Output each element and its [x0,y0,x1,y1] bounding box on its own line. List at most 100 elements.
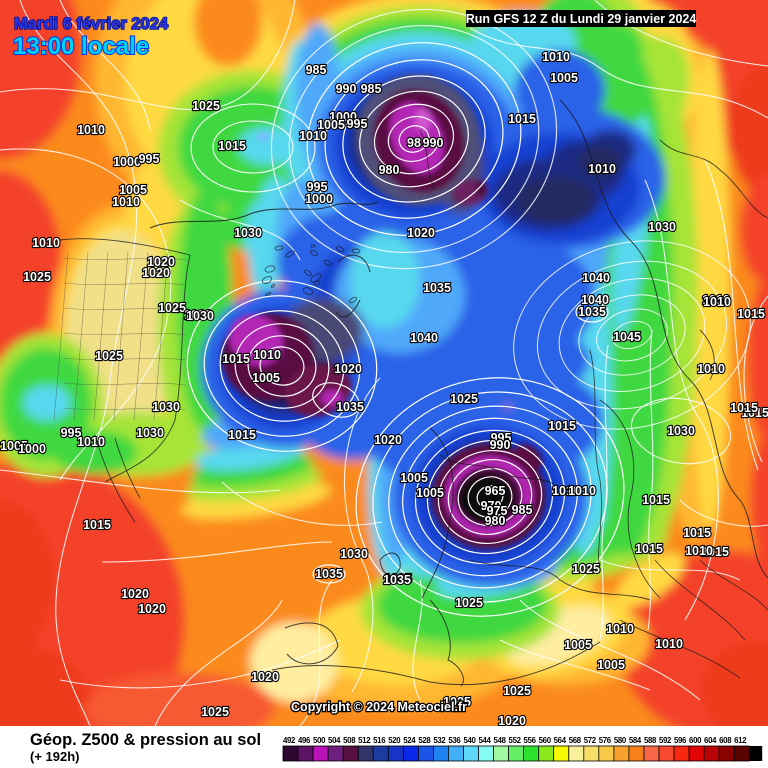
svg-text:1015: 1015 [228,428,256,442]
svg-text:492: 492 [283,736,296,745]
svg-text:1000: 1000 [329,110,357,124]
svg-text:1020: 1020 [498,714,526,728]
svg-text:1010: 1010 [655,637,683,651]
svg-text:540: 540 [463,736,476,745]
svg-text:584: 584 [629,736,642,745]
svg-text:1025: 1025 [443,695,471,709]
svg-text:Copyright © 2024 Meteociel.fr: Copyright © 2024 Meteociel.fr [291,700,467,714]
svg-text:548: 548 [494,736,507,745]
svg-text:1020: 1020 [138,602,166,616]
svg-text:1020: 1020 [147,255,175,269]
svg-text:1020: 1020 [121,587,149,601]
svg-text:1030: 1030 [648,220,676,234]
svg-text:516: 516 [373,736,386,745]
svg-text:1010: 1010 [606,622,634,636]
svg-text:990: 990 [336,82,357,96]
svg-text:13:00 locale: 13:00 locale [13,33,149,60]
svg-text:1040: 1040 [410,331,438,345]
svg-text:512: 512 [358,736,371,745]
svg-text:985: 985 [512,503,533,517]
svg-text:500: 500 [313,736,326,745]
svg-text:1035: 1035 [383,573,411,587]
svg-text:1035: 1035 [578,305,606,319]
svg-text:1015: 1015 [218,139,246,153]
svg-text:1025: 1025 [455,596,483,610]
svg-text:1025: 1025 [192,99,220,113]
svg-text:588: 588 [644,736,657,745]
svg-text:995: 995 [61,426,82,440]
svg-text:1010: 1010 [542,50,570,64]
svg-text:1015: 1015 [737,307,765,321]
svg-text:985: 985 [361,82,382,96]
svg-text:1025: 1025 [201,705,229,719]
svg-text:544: 544 [478,736,491,745]
svg-text:1005: 1005 [564,638,592,652]
svg-text:1015: 1015 [222,352,250,366]
svg-text:1015: 1015 [701,545,729,559]
svg-text:1020: 1020 [142,266,170,280]
svg-text:(+ 192h): (+ 192h) [30,749,80,764]
svg-text:Mardi 6 février 2024: Mardi 6 février 2024 [14,15,169,33]
svg-text:1020: 1020 [251,670,279,684]
svg-text:1030: 1030 [186,309,214,323]
svg-text:1010: 1010 [685,544,713,558]
svg-text:Géop. Z500 & pression au sol: Géop. Z500 & pression au sol [30,731,261,749]
svg-text:564: 564 [554,736,567,745]
svg-text:608: 608 [719,736,732,745]
svg-text:1010: 1010 [588,162,616,176]
svg-text:1005: 1005 [252,371,280,385]
svg-text:1040: 1040 [581,293,609,307]
svg-text:1030: 1030 [234,226,262,240]
svg-text:965: 965 [485,484,506,498]
svg-text:1010: 1010 [703,295,731,309]
svg-text:592: 592 [659,736,672,745]
svg-text:980: 980 [379,163,400,177]
svg-text:560: 560 [539,736,552,745]
svg-text:1030: 1030 [340,547,368,561]
svg-text:1005: 1005 [416,486,444,500]
svg-text:600: 600 [689,736,702,745]
svg-text:1015: 1015 [548,419,576,433]
svg-text:1015: 1015 [741,406,768,420]
svg-text:995: 995 [347,117,368,131]
svg-text:1040: 1040 [582,271,610,285]
svg-text:524: 524 [403,736,416,745]
svg-text:1010: 1010 [77,435,105,449]
svg-text:Run GFS 12 Z du Lundi 29 janvi: Run GFS 12 Z du Lundi 29 janvier 2024 [466,12,697,26]
svg-text:596: 596 [674,736,687,745]
svg-text:1045: 1045 [613,330,641,344]
svg-text:612: 612 [734,736,747,745]
svg-text:975: 975 [487,504,508,518]
svg-text:1020: 1020 [334,362,362,376]
svg-text:556: 556 [524,736,537,745]
svg-text:1025: 1025 [23,270,51,284]
svg-text:536: 536 [448,736,461,745]
svg-text:504: 504 [328,736,341,745]
svg-text:1025: 1025 [503,684,531,698]
svg-text:1010: 1010 [77,123,105,137]
svg-text:1000: 1000 [18,442,46,456]
svg-text:1005: 1005 [0,439,28,453]
svg-text:970: 970 [481,499,502,513]
svg-text:1010: 1010 [253,348,281,362]
svg-text:1015: 1015 [642,493,670,507]
svg-text:580: 580 [614,736,627,745]
svg-text:1010: 1010 [299,129,327,143]
svg-text:1005: 1005 [550,71,578,85]
svg-text:508: 508 [343,736,356,745]
svg-text:1015: 1015 [635,542,663,556]
svg-text:1000: 1000 [305,192,333,206]
svg-text:990: 990 [423,136,444,150]
svg-text:1010: 1010 [112,195,140,209]
svg-text:576: 576 [599,736,612,745]
svg-text:1010: 1010 [552,484,580,498]
svg-text:995: 995 [491,431,512,445]
svg-text:1020: 1020 [374,433,402,447]
svg-text:1015: 1015 [508,112,536,126]
svg-text:1030: 1030 [136,426,164,440]
svg-text:1035: 1035 [423,281,451,295]
svg-text:995: 995 [139,152,160,166]
svg-text:98: 98 [407,136,421,150]
svg-text:990: 990 [490,438,511,452]
svg-text:1005: 1005 [400,471,428,485]
